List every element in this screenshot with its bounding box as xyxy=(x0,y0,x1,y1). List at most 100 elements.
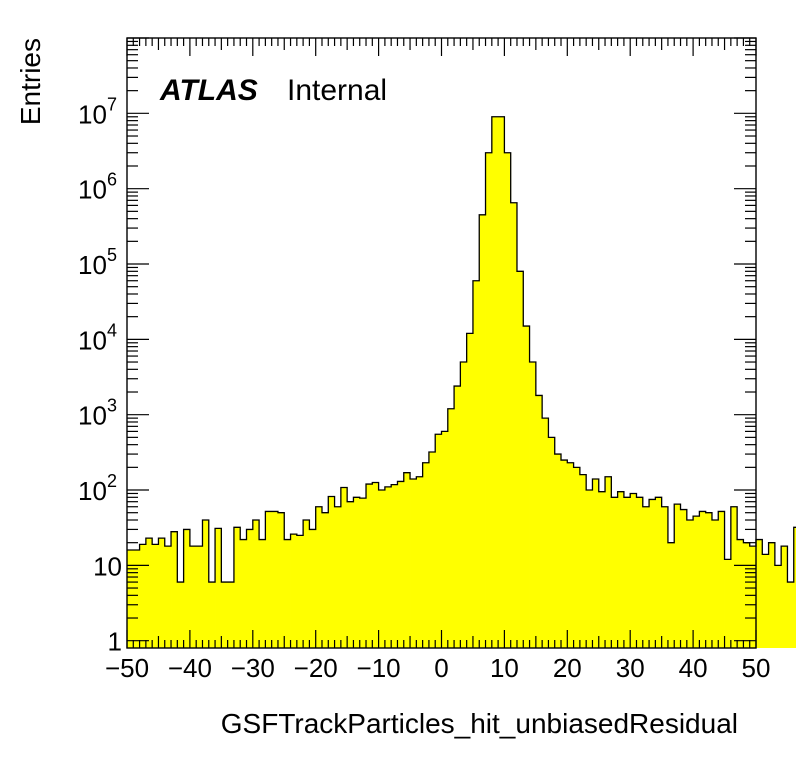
x-tick-label: 30 xyxy=(616,653,645,683)
x-tick-label: −30 xyxy=(231,653,275,683)
y-tick-label: 10 xyxy=(78,476,107,506)
histogram-bin xyxy=(334,506,342,648)
histogram-bin xyxy=(592,479,600,648)
histogram-bin xyxy=(586,490,593,648)
histogram-bin xyxy=(378,490,386,648)
histogram-bin xyxy=(303,520,310,648)
histogram-bin xyxy=(460,362,468,648)
histogram-bin xyxy=(472,280,480,648)
histogram-bin xyxy=(139,544,147,648)
histogram-bin xyxy=(523,326,530,648)
y-tick-label: 10 xyxy=(78,250,107,280)
x-tick-label: −10 xyxy=(357,653,401,683)
histogram-bin xyxy=(315,506,323,648)
y-tick-exponent: 5 xyxy=(107,245,117,265)
y-tick-exponent: 7 xyxy=(107,94,117,114)
histogram-bin xyxy=(321,512,329,648)
histogram-bin xyxy=(617,491,625,648)
histogram-bin xyxy=(667,542,675,648)
histogram-bin xyxy=(416,476,424,648)
histogram-bin xyxy=(145,538,153,648)
internal-label: Internal xyxy=(287,74,387,107)
histogram-bin xyxy=(768,542,776,648)
histogram-bin xyxy=(554,454,562,648)
histogram-bin xyxy=(686,520,694,648)
x-tick-label: 10 xyxy=(490,653,519,683)
y-tick-label: 10 xyxy=(78,401,107,431)
axis-ticks xyxy=(126,37,757,648)
histogram-bin xyxy=(774,565,782,648)
histogram-bin xyxy=(233,527,241,648)
histogram-bin xyxy=(642,506,650,648)
histogram-bin xyxy=(284,539,291,648)
histogram-bin xyxy=(630,493,637,648)
histogram-bin xyxy=(271,511,279,648)
x-tick-label: −20 xyxy=(294,653,338,683)
histogram-bin xyxy=(623,497,631,648)
histogram-bin xyxy=(359,498,367,648)
x-tick-label: 50 xyxy=(742,653,771,683)
histogram-bars xyxy=(127,116,796,649)
histogram-bin xyxy=(793,527,796,648)
x-axis-title: GSFTrackParticles_hit_unbiasedResidual xyxy=(221,708,738,739)
histogram-bin xyxy=(510,202,518,648)
histogram-bin xyxy=(504,152,512,649)
x-tick-labels: −50 −40 −30 −20 −10 0 10 20 30 40 50 xyxy=(105,653,771,683)
histogram-bin xyxy=(441,431,449,648)
y-tick-label: 10 xyxy=(93,551,122,581)
histogram-bin xyxy=(491,116,499,649)
histogram-bin xyxy=(529,362,537,648)
x-tick-label: 40 xyxy=(679,653,708,683)
y-tick-exponent: 2 xyxy=(107,471,117,491)
histogram-bin xyxy=(542,418,549,648)
histogram-bin xyxy=(724,559,732,648)
histogram-bin xyxy=(384,486,392,648)
histogram-bin xyxy=(674,504,681,648)
histogram-bin xyxy=(611,497,619,648)
histogram-bin xyxy=(397,481,405,648)
y-tick-label: 1 xyxy=(108,627,122,657)
histogram-bin xyxy=(435,434,442,648)
histogram-bin xyxy=(215,528,222,648)
histogram-bin xyxy=(598,491,606,648)
y-tick-exponent: 4 xyxy=(107,320,117,340)
histogram-bin xyxy=(177,582,185,648)
histogram-bin xyxy=(454,386,461,648)
histogram-bin xyxy=(290,534,298,648)
histogram-bin xyxy=(699,511,707,648)
histogram-bin xyxy=(347,501,354,648)
y-tick-label: 10 xyxy=(78,99,107,129)
histogram-bin xyxy=(573,467,581,648)
histogram-bin xyxy=(649,499,656,648)
histogram-bin xyxy=(208,582,216,648)
histogram-bin xyxy=(567,462,574,648)
histogram-bin xyxy=(422,462,430,648)
histogram-bin xyxy=(296,535,304,648)
histogram-bin xyxy=(655,497,663,648)
histogram-bin xyxy=(737,539,744,648)
histogram-bin xyxy=(259,539,266,648)
histogram-bin xyxy=(428,451,436,648)
histogram-bin xyxy=(605,476,612,648)
y-tick-exponent: 6 xyxy=(107,170,117,190)
histogram-bin xyxy=(391,484,398,648)
x-tick-label: −40 xyxy=(168,653,212,683)
histogram-bin xyxy=(277,512,285,648)
histogram-bin xyxy=(762,554,769,648)
histogram-bin xyxy=(183,529,191,648)
histogram-bin xyxy=(516,271,524,648)
histogram-bin xyxy=(705,512,713,648)
histogram-bin xyxy=(265,511,273,648)
histogram-bin xyxy=(152,544,159,648)
histogram-bin xyxy=(535,395,543,648)
histogram-bin xyxy=(693,516,700,648)
x-tick-label: −50 xyxy=(105,653,149,683)
histogram-bin xyxy=(202,520,210,648)
histogram-bin xyxy=(328,496,335,648)
histogram-bin xyxy=(447,408,455,648)
histogram-bin xyxy=(366,484,373,648)
histogram-bin xyxy=(579,474,587,648)
x-tick-label: 0 xyxy=(434,653,448,683)
y-tick-label: 10 xyxy=(78,175,107,205)
